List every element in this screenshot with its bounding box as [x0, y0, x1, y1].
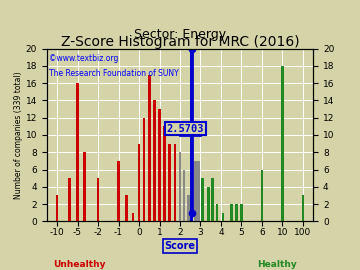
Bar	[163, 126, 166, 221]
Bar	[211, 178, 214, 221]
Bar	[153, 100, 156, 221]
Bar	[240, 204, 243, 221]
Text: Healthy: Healthy	[257, 260, 297, 269]
Bar	[179, 152, 181, 221]
Bar	[138, 144, 140, 221]
X-axis label: Score: Score	[165, 241, 195, 251]
Bar	[125, 195, 128, 221]
Text: The Research Foundation of SUNY: The Research Foundation of SUNY	[49, 69, 179, 78]
Y-axis label: Number of companies (339 total): Number of companies (339 total)	[14, 71, 23, 199]
Bar	[281, 118, 284, 221]
Bar	[222, 213, 224, 221]
Bar	[56, 195, 58, 221]
Bar	[216, 204, 218, 221]
Bar	[83, 152, 86, 221]
Bar	[168, 144, 171, 221]
Text: 2.5703: 2.5703	[167, 123, 204, 134]
Bar	[281, 66, 284, 221]
Bar	[97, 178, 99, 221]
Bar	[148, 75, 150, 221]
Bar	[197, 161, 200, 221]
Bar	[68, 178, 71, 221]
Bar	[117, 161, 120, 221]
Text: Sector: Energy: Sector: Energy	[134, 28, 226, 41]
Bar	[235, 204, 238, 221]
Bar	[183, 170, 185, 221]
Bar	[207, 187, 210, 221]
Bar	[76, 83, 79, 221]
Bar	[230, 204, 233, 221]
Bar	[190, 49, 193, 221]
Bar	[194, 161, 197, 221]
Text: ©www.textbiz.org: ©www.textbiz.org	[49, 54, 119, 63]
Bar	[261, 170, 263, 221]
Title: Z-Score Histogram for MRC (2016): Z-Score Histogram for MRC (2016)	[61, 35, 299, 49]
Text: Unhealthy: Unhealthy	[53, 260, 105, 269]
Bar	[201, 178, 204, 221]
Bar	[302, 195, 304, 221]
Bar	[187, 195, 189, 221]
Bar	[158, 109, 161, 221]
Bar	[174, 144, 176, 221]
Bar	[143, 118, 145, 221]
Bar	[131, 213, 134, 221]
